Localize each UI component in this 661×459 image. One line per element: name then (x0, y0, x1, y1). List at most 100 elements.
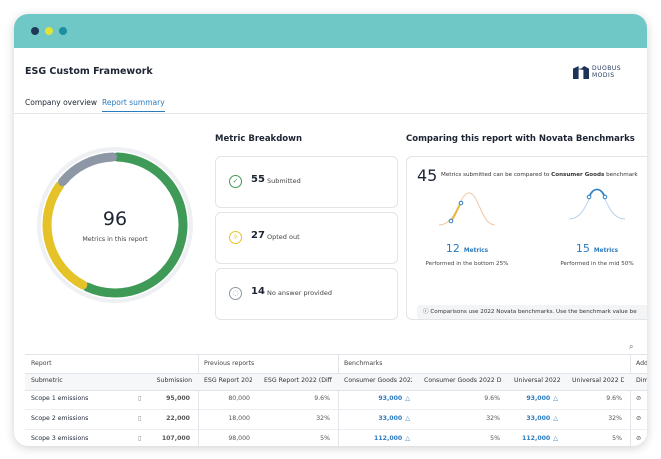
cell-value: 5% (490, 435, 500, 442)
benchmark-metric: 12 Metrics (407, 237, 527, 256)
benchmark-note: ⓘ Comparisons use 2022 Novata benchmarks… (417, 305, 647, 319)
benchmark-unit: Metrics (463, 248, 489, 254)
table-cell: 33,000 △ (338, 410, 410, 428)
total-count: 96 (103, 208, 127, 230)
logo: DUOBUS MODIS (592, 65, 621, 79)
warning-icon: △ (553, 395, 558, 402)
logo-text: DUOBUS (592, 65, 622, 72)
group-header: Previous reports (204, 360, 255, 367)
curve-segment (588, 188, 606, 198)
column-header[interactable]: Dim (636, 377, 647, 384)
table-cell: 93,000 △ (338, 390, 410, 408)
table-cell: 5% (418, 430, 500, 446)
warning-icon: △ (553, 415, 558, 422)
donut-chart: 96 Metrics in this report (37, 147, 193, 303)
table-cell: 22,000 (135, 410, 190, 428)
cell-value: 5% (612, 435, 622, 442)
cell-value: 107,000 (161, 435, 190, 442)
group-header: Benchmarks (344, 360, 383, 367)
warning-icon: △ (405, 395, 410, 402)
metric-icon: ☼ (229, 231, 242, 244)
benchmark-count: 45 (417, 166, 438, 185)
tab[interactable]: Report summary (102, 98, 165, 112)
metric-value: 55 (251, 174, 265, 185)
text: Consumer Goods (551, 172, 605, 178)
column-header[interactable]: ESG Report 2022 (204, 377, 252, 384)
column-header[interactable]: Consumer Goods 2022 Diff (424, 377, 502, 384)
column-header[interactable]: Universal 2022 Diff (572, 377, 624, 384)
column-header[interactable]: Universal 2022 (514, 377, 560, 384)
table-cell: 9.6% (418, 390, 500, 408)
curve-point (586, 194, 592, 200)
curve (568, 188, 626, 220)
section-title: Comparing this report with Novata Benchm… (406, 134, 635, 144)
column-divider (630, 355, 631, 446)
table-cell: 93,000 △ (508, 390, 558, 408)
table-cell: 112,000 △ (338, 430, 410, 446)
table-cell: 5% (258, 430, 330, 446)
benchmark-value: 12 (445, 242, 460, 255)
column-header[interactable]: Submetric (31, 377, 63, 384)
curve-point (448, 218, 454, 224)
donut-halo (37, 147, 193, 303)
warning-icon: △ (553, 435, 558, 442)
window-dot (31, 27, 39, 35)
table-cell: 32% (566, 410, 622, 428)
cell-value: 112,000 (522, 435, 551, 442)
info-icon: ⓘ (423, 309, 429, 315)
curve-segment (450, 202, 462, 222)
metric-icon: ◌ (229, 287, 242, 300)
benchmark-card: 45 Metrics submitted can be compared to … (406, 156, 647, 320)
table-cell: 107,000 (135, 430, 190, 446)
window-dot (59, 27, 67, 35)
table-cell: 32% (258, 410, 330, 428)
column-header[interactable]: Submission (156, 377, 192, 384)
column-header[interactable]: ESG Report 2022 (Diff) (264, 377, 332, 384)
row-divider (25, 409, 647, 410)
donut-segment (42, 181, 88, 290)
cell-value: 95,000 (166, 395, 190, 402)
metric-label: Submitted (267, 177, 301, 185)
row-action-icon[interactable]: ⊘ (636, 415, 642, 422)
search-icon[interactable]: ⌕ (629, 342, 634, 351)
metric-icon: ✓ (229, 175, 242, 188)
table-cell: 9.6% (258, 390, 330, 408)
benchmark-value: 15 (575, 242, 590, 255)
cell-value: 93,000 (378, 395, 403, 402)
doc-icon: ▯ (138, 415, 142, 422)
metric-card: ✓ 55 Submitted (215, 156, 398, 208)
benchmark-caption: Performed in the mid 50% (560, 261, 634, 267)
doc-icon: ▯ (138, 435, 142, 442)
cell-value: 98,000 (228, 435, 250, 442)
total-label: Metrics in this report (82, 236, 148, 243)
table-cell: 98,000 (198, 430, 250, 446)
table-cell: 18,000 (198, 410, 250, 428)
benchmark-group: 12 Metrics Performed in the bottom 25% (407, 237, 527, 267)
table-cell: 95,000 (135, 390, 190, 408)
curve (438, 192, 496, 226)
donut-segment (82, 152, 188, 298)
bell-curve (568, 188, 626, 220)
benchmark-metric: 15 Metrics (537, 237, 647, 256)
cell-value: 33,000 (526, 415, 551, 422)
row-action-icon[interactable]: ⊘ (636, 435, 642, 442)
column-header[interactable]: Consumer Goods 2022 (344, 377, 412, 384)
cell-value: 112,000 (374, 435, 403, 442)
bell-curve (438, 192, 496, 226)
row-action-icon[interactable]: ⊘ (636, 395, 642, 402)
divider (14, 113, 647, 114)
table-cell: 9.6% (566, 390, 622, 408)
donut-segment (58, 152, 118, 187)
metric-label: Opted out (267, 233, 300, 241)
table-cell: 80,000 (198, 390, 250, 408)
data-table: Report Previous reports Benchmarks Add Subme… (25, 354, 647, 446)
cell-value: 18,000 (228, 415, 250, 422)
metric-card: ☼ 27 Opted out (215, 212, 398, 264)
title-bar (14, 14, 647, 48)
page-title: ESG Custom Framework (25, 66, 153, 77)
column-divider (198, 355, 199, 446)
app-window: ESG Custom Framework DUOBUS MODIS 96 Met… (14, 14, 647, 446)
row-divider (25, 429, 647, 430)
tab[interactable]: Company overview (25, 98, 98, 107)
